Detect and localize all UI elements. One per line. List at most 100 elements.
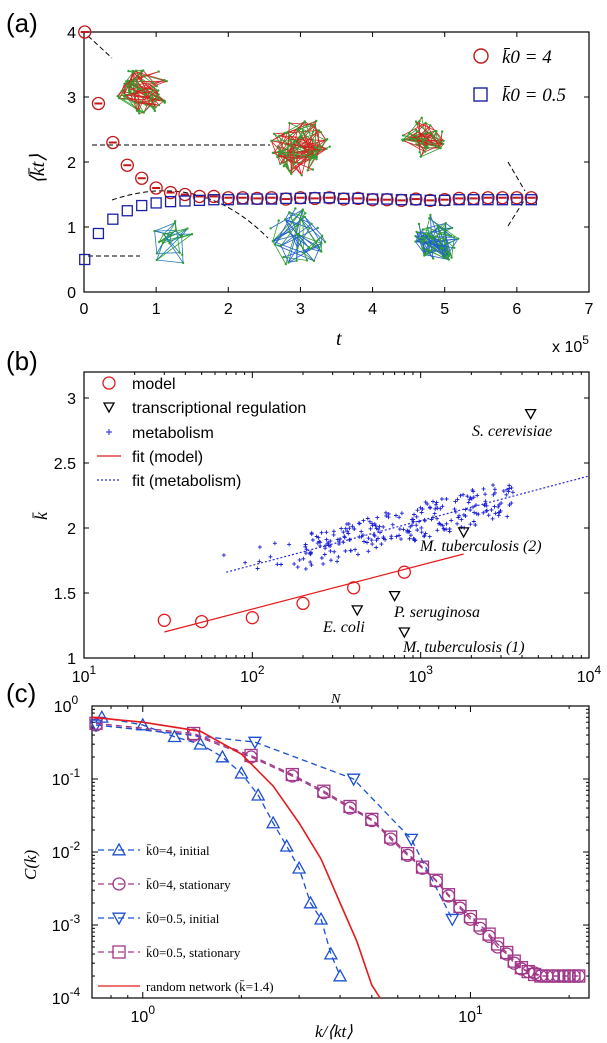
metabolism-point <box>389 536 394 541</box>
network-node <box>180 234 183 237</box>
panel-c-ylabel: C(k) <box>21 849 40 880</box>
model-point <box>397 565 412 579</box>
pointer-arrow-5 <box>507 161 526 192</box>
network-node <box>428 217 431 220</box>
data-point-k0-05 <box>121 205 133 217</box>
series-point <box>365 812 379 827</box>
metabolism-point <box>304 547 309 552</box>
network-node <box>414 240 417 243</box>
x-tick-label: 1 <box>152 301 161 318</box>
legend-square-marker <box>473 87 488 102</box>
network-node <box>414 120 418 123</box>
network-node <box>303 215 306 219</box>
panel-a-label: (a) <box>6 8 38 38</box>
network-edge <box>152 86 159 95</box>
network-node <box>436 224 439 228</box>
model-point <box>195 614 209 629</box>
metabolism-point <box>348 548 353 553</box>
metabolism-point <box>352 526 357 531</box>
network-node <box>415 122 418 126</box>
series-point <box>441 888 456 902</box>
network-node <box>328 145 331 148</box>
metabolism-point <box>422 533 427 538</box>
metabolism-point <box>341 540 346 545</box>
network-node <box>163 78 166 82</box>
metabolism-point <box>471 519 476 524</box>
metabolism-point <box>326 540 331 545</box>
network-edge <box>270 140 281 164</box>
network-edge <box>142 70 158 87</box>
network-node <box>449 234 453 237</box>
x-tick-label: 2 <box>224 301 233 318</box>
metabolism-point <box>309 532 314 537</box>
metabolism-point <box>411 536 416 541</box>
metabolism-point <box>468 508 473 512</box>
y-tick-label: 2.5 <box>54 456 76 473</box>
network-node <box>422 232 426 235</box>
network-node <box>309 158 312 161</box>
network-node <box>131 100 134 103</box>
data-point-k0-4 <box>221 191 235 205</box>
y-tick-label: 0 <box>67 285 76 302</box>
data-point-k0-05 <box>79 253 91 266</box>
network-edge <box>405 139 440 148</box>
data-point-k0-05 <box>265 193 278 205</box>
network-node <box>320 242 323 245</box>
metabolism-point <box>371 532 376 537</box>
network-node <box>271 240 274 243</box>
network-node <box>428 236 431 239</box>
panel-c-label: (c) <box>6 678 36 708</box>
network-node <box>168 242 171 245</box>
fit-model-line <box>164 553 464 633</box>
data-point-k0-4 <box>106 135 120 150</box>
transcriptional-regulation-point <box>457 527 470 539</box>
network-node <box>408 131 411 135</box>
metabolism-point <box>422 518 427 523</box>
metabolism-point <box>356 552 360 557</box>
metabolism-point <box>356 521 361 526</box>
network-node <box>438 238 442 241</box>
series-point <box>346 773 361 787</box>
network-edge <box>154 231 158 254</box>
metabolism-point <box>350 524 355 529</box>
metabolism-point <box>505 514 510 519</box>
data-point-k0-05 <box>136 199 148 212</box>
metabolism-point <box>463 507 468 512</box>
metabolism-point <box>425 502 430 506</box>
network-node <box>277 219 280 222</box>
network-edge <box>169 228 188 244</box>
network-node <box>163 101 166 104</box>
network-edge <box>293 130 320 164</box>
network-node <box>135 109 139 112</box>
network-inset-sparse-3 <box>414 213 460 261</box>
network-edge <box>294 140 315 148</box>
network-node <box>174 229 177 232</box>
x-tick-label: 7 <box>585 301 594 318</box>
network-node <box>288 211 291 214</box>
network-node <box>292 162 296 165</box>
metabolism-point <box>361 518 366 523</box>
network-node <box>423 236 426 239</box>
data-point-k0-4 <box>524 191 538 205</box>
metabolism-point <box>428 506 433 510</box>
network-node <box>315 146 318 150</box>
network-edge <box>430 214 432 234</box>
y-tick-label: 10-3 <box>52 912 81 935</box>
network-node <box>439 146 442 150</box>
metabolism-point <box>319 530 324 535</box>
network-edge <box>303 247 309 254</box>
network-node <box>284 148 287 151</box>
metabolism-point <box>370 542 375 547</box>
metabolism-point <box>329 558 333 563</box>
network-node <box>304 212 307 215</box>
metabolism-point <box>472 510 477 515</box>
metabolism-point <box>369 538 374 543</box>
annotation-s-cerevisiae: S. cerevisiae <box>472 423 552 440</box>
network-node <box>284 218 287 221</box>
metabolism-point <box>272 541 277 546</box>
network-edge <box>288 135 303 176</box>
network-node <box>434 129 437 133</box>
network-node <box>158 240 161 244</box>
network-node <box>279 244 283 247</box>
network-edge <box>133 92 138 111</box>
